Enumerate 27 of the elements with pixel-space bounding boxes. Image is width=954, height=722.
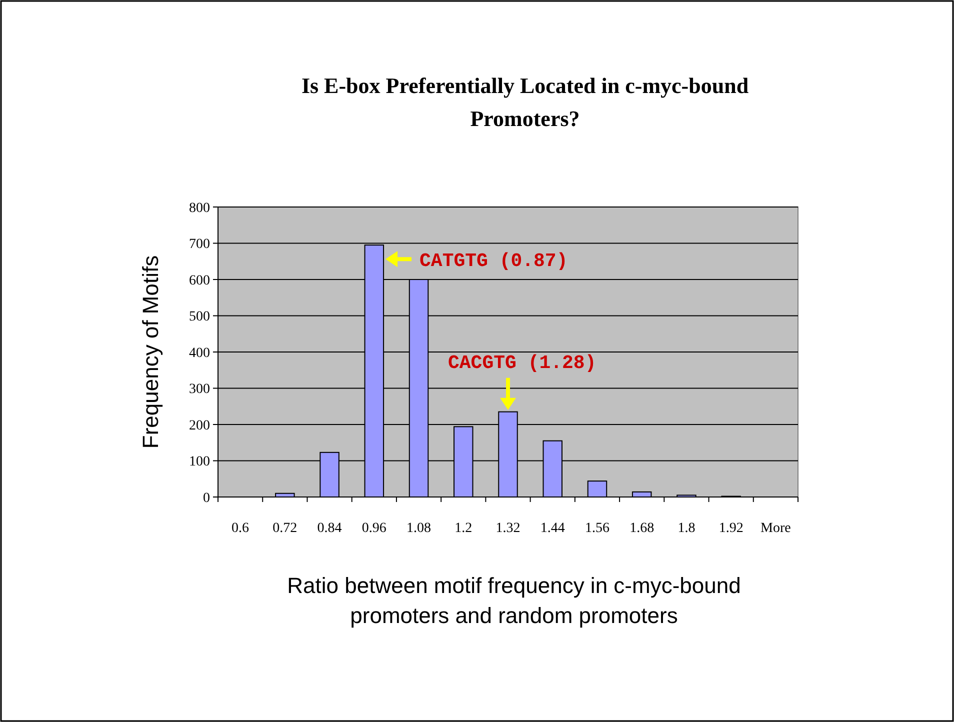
x-tick-label: 0.6 [232, 521, 250, 536]
x-tick-label: 1.44 [540, 521, 565, 536]
y-axis-title: Frequency of Motifs [138, 255, 163, 449]
y-tick-label: 700 [189, 237, 210, 252]
y-tick-label: 100 [189, 454, 210, 470]
chart-title: Is E-box Preferentially Located in c-myc-bound Promoters? [301, 73, 749, 131]
y-tick-label: 800 [189, 200, 210, 216]
y-tick-label: 500 [189, 310, 210, 325]
annotation: CACGTG (1.28) [448, 352, 596, 374]
x-tick-label: 0.84 [317, 521, 342, 536]
x-tick-label: 1.08 [406, 521, 432, 536]
y-tick-label: 200 [189, 418, 210, 434]
y-tick-label: 600 [189, 273, 210, 288]
y-tick-label: 300 [189, 382, 210, 398]
x-tick-label: 1.68 [630, 521, 654, 536]
x-tick-label: More [760, 521, 791, 536]
annotation: CATGTG (0.87) [420, 250, 568, 272]
x-tick-label: 1.32 [496, 521, 520, 536]
y-tick-label: 400 [189, 346, 210, 361]
x-tick-label: 1.8 [678, 521, 696, 536]
x-tick-label: 0.96 [362, 521, 386, 536]
x-tick-label: 1.2 [454, 521, 472, 536]
x-axis-title: Ratio between motif frequency in c-myc-bound promoters and random promoters [287, 573, 741, 628]
x-tick-label: 1.92 [718, 521, 744, 536]
y-tick-label: 0 [203, 490, 210, 506]
x-tick-label: 0.72 [272, 521, 298, 536]
x-tick-label: 1.56 [584, 521, 610, 536]
